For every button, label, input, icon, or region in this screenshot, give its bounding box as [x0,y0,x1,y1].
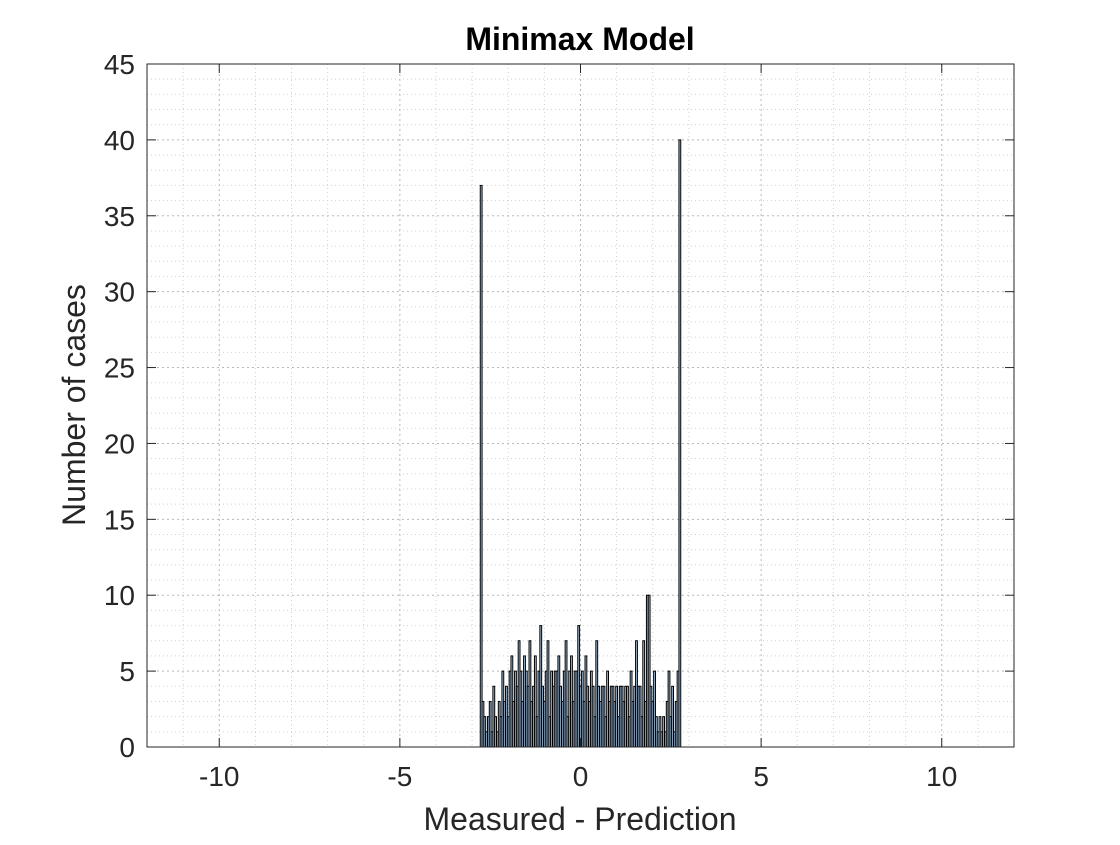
y-tick-label: 20 [104,428,135,459]
y-tick-label: 45 [104,49,135,80]
x-tick-labels: -10 -5 0 5 10 [199,761,957,792]
histogram-bar [479,184,483,748]
y-tick-label: 5 [119,656,135,687]
y-tick-label: 10 [104,580,135,611]
y-tick-label: 40 [104,125,135,156]
x-axis-label: Measured - Prediction [423,801,736,837]
chart-title: Minimax Model [465,21,694,57]
major-grid [147,63,1014,748]
x-tick-label: 10 [926,761,957,792]
minor-grid [146,64,1015,747]
y-tick-label: 25 [104,353,135,384]
x-tick-label: 0 [573,761,589,792]
axes-frame [146,63,1015,748]
y-tick-label: 0 [119,732,135,763]
y-tick-label: 35 [104,201,135,232]
x-tick-label: 5 [753,761,769,792]
x-tick-label: -10 [199,761,239,792]
y-tick-label: 30 [104,277,135,308]
y-tick-labels: 0 5 10 15 20 25 30 35 40 45 [104,49,135,763]
histogram-bar [678,139,682,748]
y-tick-label: 15 [104,504,135,535]
y-axis-label: Number of cases [56,284,92,526]
x-tick-label: -5 [387,761,412,792]
